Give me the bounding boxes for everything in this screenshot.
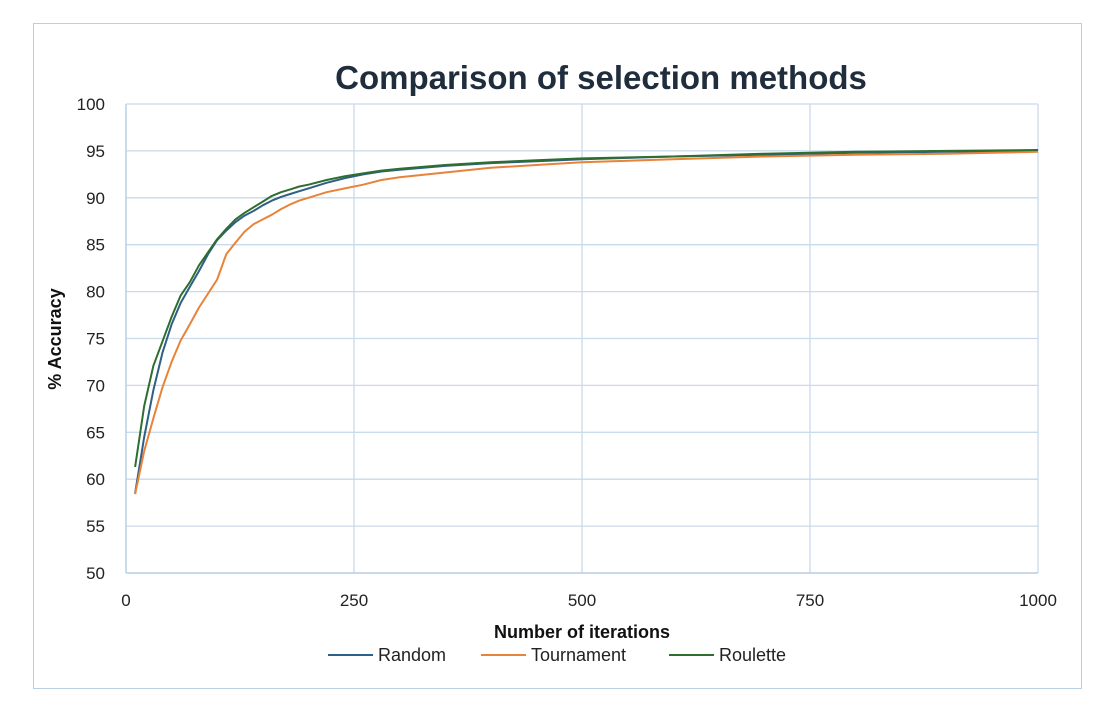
x-tick-label: 750 (796, 591, 824, 610)
x-tick-label: 1000 (1019, 591, 1057, 610)
x-axis-title: Number of iterations (494, 622, 670, 642)
legend-label: Random (378, 645, 446, 665)
y-tick-label: 60 (86, 470, 105, 489)
y-tick-label: 65 (86, 423, 105, 442)
gridlines (126, 103, 1039, 574)
legend-item-random: Random (328, 645, 446, 665)
chart-frame (33, 23, 1082, 689)
y-tick-label: 75 (86, 330, 105, 349)
y-tick-label: 95 (86, 142, 105, 161)
legend: Random Tournament Roulette (328, 645, 786, 665)
x-tick-label: 250 (340, 591, 368, 610)
x-tick-label: 0 (121, 591, 130, 610)
chart-title: Comparison of selection methods (335, 59, 867, 96)
y-tick-label: 85 (86, 236, 105, 255)
series-line-random (134, 149, 1039, 494)
axes (125, 104, 1038, 574)
legend-label: Roulette (719, 645, 786, 665)
y-tick-label: 55 (86, 517, 105, 536)
y-tick-label: 100 (77, 95, 105, 114)
legend-item-roulette: Roulette (669, 645, 786, 665)
y-tick-label: 70 (86, 376, 105, 395)
legend-label: Tournament (531, 645, 626, 665)
series-line-tournament (134, 150, 1039, 495)
legend-item-tournament: Tournament (481, 645, 626, 665)
x-tick-label: 500 (568, 591, 596, 610)
series-lines (134, 149, 1039, 495)
y-tick-label: 80 (86, 283, 105, 302)
series-line-roulette (134, 149, 1039, 468)
y-axis-title: % Accuracy (45, 288, 65, 389)
y-tick-label: 90 (86, 189, 105, 208)
y-tick-label: 50 (86, 564, 105, 583)
